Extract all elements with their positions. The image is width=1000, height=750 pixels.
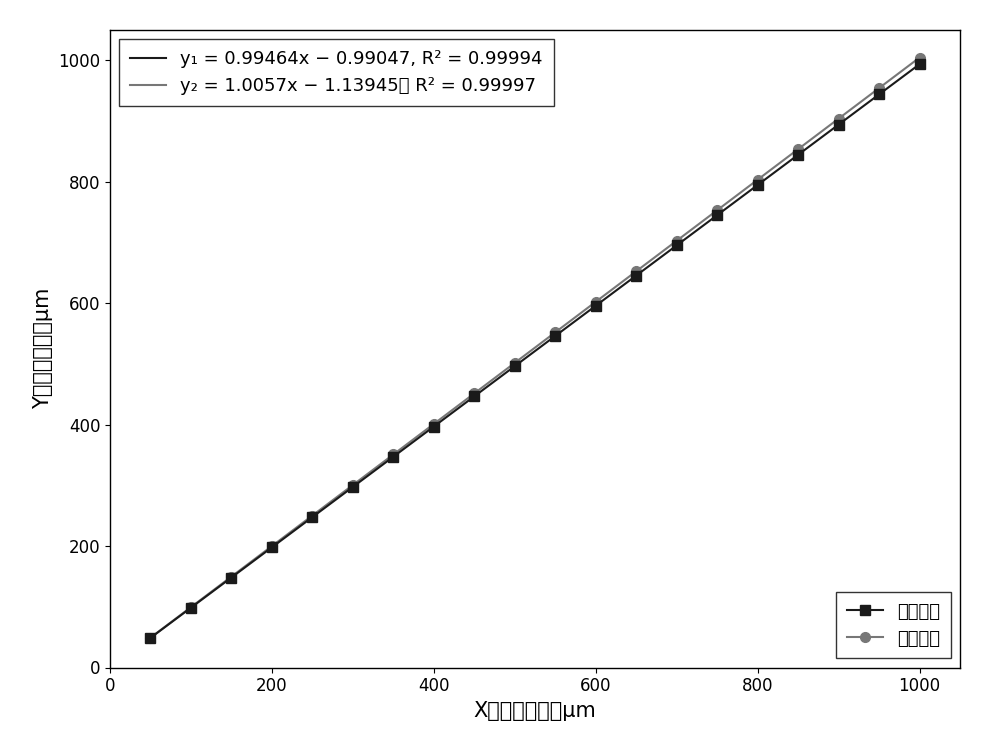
Y-axis label: Y：测量位移／μm: Y：测量位移／μm (33, 288, 53, 410)
正向测量 (225, 573, 237, 582)
反向测量 (711, 206, 723, 214)
反向测量 (630, 267, 642, 276)
正向测量 (671, 241, 683, 250)
反向测量 (549, 328, 561, 337)
正向测量 (711, 211, 723, 220)
反向测量 (347, 481, 359, 490)
正向测量 (306, 513, 318, 522)
反向测量 (792, 145, 804, 154)
反向测量 (914, 53, 926, 62)
正向测量 (144, 634, 156, 643)
正向测量 (792, 150, 804, 159)
Legend: 正向测量, 反向测量: 正向测量, 反向测量 (836, 592, 951, 658)
反向测量 (185, 603, 197, 612)
正向测量 (873, 90, 885, 99)
正向测量 (185, 603, 197, 612)
正向测量 (549, 332, 561, 340)
正向测量 (468, 392, 480, 400)
反向测量 (428, 419, 440, 428)
正向测量 (509, 362, 521, 370)
反向测量 (833, 114, 845, 123)
正向测量 (752, 181, 764, 190)
反向测量 (873, 83, 885, 92)
反向测量 (509, 358, 521, 368)
正向测量 (347, 482, 359, 491)
反向测量 (590, 297, 602, 306)
Line: 正向测量: 正向测量 (146, 59, 924, 643)
反向测量 (387, 450, 399, 459)
X-axis label: X：实际位移／μm: X：实际位移／μm (474, 700, 596, 721)
反向测量 (225, 572, 237, 581)
正向测量 (590, 302, 602, 310)
Line: 反向测量: 反向测量 (146, 53, 924, 643)
正向测量 (833, 120, 845, 129)
反向测量 (468, 389, 480, 398)
反向测量 (752, 176, 764, 184)
反向测量 (671, 236, 683, 245)
正向测量 (630, 271, 642, 280)
反向测量 (144, 633, 156, 642)
正向测量 (266, 543, 278, 552)
正向测量 (914, 60, 926, 69)
反向测量 (306, 511, 318, 520)
反向测量 (266, 542, 278, 550)
正向测量 (428, 422, 440, 431)
正向测量 (387, 452, 399, 461)
